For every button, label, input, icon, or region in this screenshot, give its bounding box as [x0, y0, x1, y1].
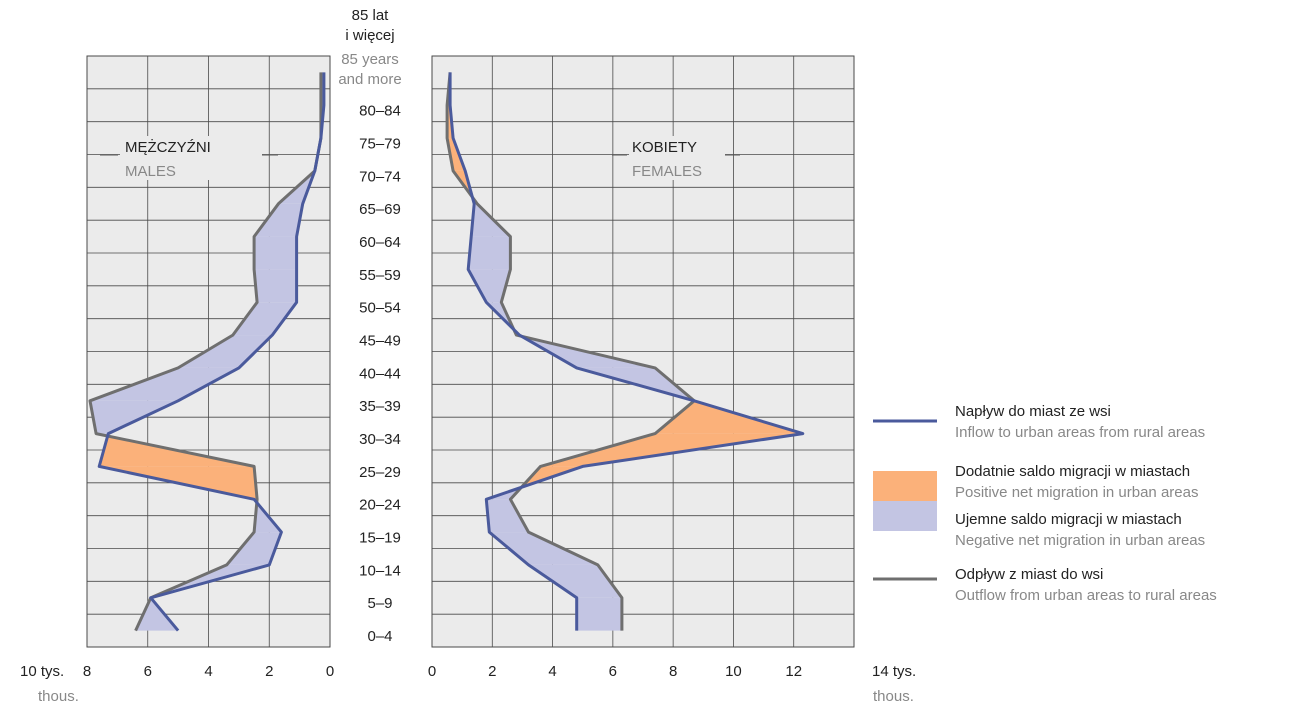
males-plot-border	[86, 55, 331, 648]
age-label: 50–54	[359, 300, 401, 317]
age-label: 0–4	[367, 628, 392, 645]
top-age-label-line1: 85 lat	[352, 7, 390, 24]
females-tick-label: 4	[548, 663, 556, 680]
age-label: 60–64	[359, 234, 401, 251]
legend-item-inflow: Napływ do miast ze wsi Inflow to urban a…	[873, 403, 1205, 441]
females-net-area	[655, 400, 803, 434]
legend-inflow-label: Napływ do miast ze wsi	[955, 403, 1111, 420]
females-tick-label: 12	[785, 663, 802, 680]
males-net-area	[90, 400, 179, 434]
males-net-area	[232, 302, 297, 336]
age-label: 15–19	[359, 530, 401, 547]
age-label: 30–34	[359, 431, 401, 448]
legend-positive-label-en: Positive net migration in urban areas	[955, 484, 1198, 501]
legend-inflow-label-en: Inflow to urban areas from rural areas	[955, 424, 1205, 441]
top-age-label-line2: i więcej	[345, 27, 394, 44]
age-group-labels: 0–4 5–9 10–14 15–19 20–24 25–29 30–34 35–39 40–4…	[359, 103, 401, 645]
males-tick-label: 6	[144, 663, 152, 680]
unit-right-en: thous.	[873, 688, 914, 705]
age-label: 70–74	[359, 168, 401, 185]
age-label: 45–49	[359, 333, 401, 350]
age-label: 75–79	[359, 136, 401, 153]
legend-positive-swatch	[873, 471, 937, 501]
legend-outflow-label-en: Outflow from urban areas to rural areas	[955, 587, 1217, 604]
males-net-area	[254, 269, 297, 303]
females-plot-border	[431, 55, 855, 648]
females-net-area	[489, 532, 598, 565]
males-net-area	[254, 236, 297, 270]
females-net-area	[486, 499, 529, 533]
females-inflow-line	[448, 72, 805, 631]
males-net-area	[226, 532, 282, 565]
age-label: 5–9	[367, 595, 392, 612]
legend-negative-label: Ujemne saldo migracji w miastach	[955, 511, 1182, 528]
legend-negative-swatch	[873, 501, 937, 531]
age-label: 55–59	[359, 267, 401, 284]
males-net-area	[90, 367, 239, 401]
unit-left: 10 tys.	[20, 663, 64, 680]
females-outflow-line	[445, 72, 696, 631]
legend-item-negative: Ujemne saldo migracji w miastach Negativ…	[873, 501, 1205, 549]
age-label: 10–14	[359, 562, 401, 579]
unit-labels: 10 tys. thous. 14 tys. thous.	[20, 663, 916, 705]
age-label: 25–29	[359, 464, 401, 481]
unit-left-en: thous.	[38, 688, 79, 705]
females-title-group: KOBIETY FEMALES	[612, 136, 740, 180]
age-label: 40–44	[359, 365, 401, 382]
males-tick-label: 8	[83, 663, 91, 680]
legend: Napływ do miast ze wsi Inflow to urban a…	[873, 403, 1217, 604]
males-net-area	[178, 335, 273, 368]
females-net-area	[576, 597, 622, 631]
females-tick-label: 10	[725, 663, 742, 680]
legend-item-outflow: Odpływ z miast do wsi Outflow from urban…	[873, 566, 1217, 604]
age-label: 65–69	[359, 201, 401, 218]
females-net-area	[468, 269, 511, 303]
legend-positive-label: Dodatnie saldo migracji w miastach	[955, 463, 1190, 480]
males-title-group: MĘŻCZYŹNI MALES	[100, 136, 278, 180]
unit-right: 14 tys.	[872, 663, 916, 680]
males-title-en: MALES	[125, 163, 176, 180]
top-age-label: 85 lat i więcej 85 years and more	[338, 7, 401, 88]
age-label: 80–84	[359, 103, 401, 120]
females-tick-label: 6	[609, 663, 617, 680]
females-net-area	[468, 236, 511, 270]
age-label: 20–24	[359, 497, 401, 514]
females-net-area	[540, 433, 803, 467]
males-tick-label: 0	[326, 663, 334, 680]
males-tick-label: 4	[204, 663, 212, 680]
top-age-label-en-line2: and more	[338, 71, 401, 88]
males-net-area	[254, 203, 303, 237]
males-net-area	[135, 597, 179, 631]
females-tick-label: 0	[428, 663, 436, 680]
age-label: 35–39	[359, 398, 401, 415]
top-age-label-en-line1: 85 years	[341, 51, 399, 68]
females-tick-label: 8	[669, 663, 677, 680]
females-net-area	[528, 564, 622, 598]
legend-item-positive: Dodatnie saldo migracji w miastach Posit…	[873, 463, 1198, 501]
males-tick-label: 2	[265, 663, 273, 680]
legend-negative-label-en: Negative net migration in urban areas	[955, 532, 1205, 549]
males-title: MĘŻCZYŹNI	[125, 138, 211, 156]
males-inflow-line	[97, 72, 326, 632]
legend-outflow-label: Odpływ z miast do wsi	[955, 566, 1103, 583]
females-title-en: FEMALES	[632, 163, 702, 180]
females-title: KOBIETY	[632, 139, 697, 156]
females-tick-label: 2	[488, 663, 496, 680]
